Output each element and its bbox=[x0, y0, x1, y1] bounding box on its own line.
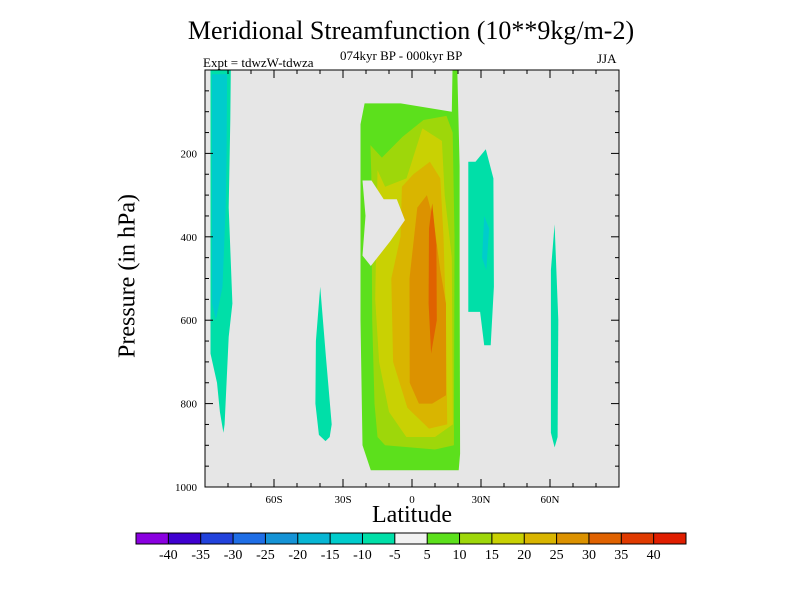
colorbar-label: -10 bbox=[353, 548, 372, 563]
x-axis-label: Latitude bbox=[372, 502, 452, 528]
x-tick-label: 60S bbox=[265, 494, 282, 506]
colorbar-label: 5 bbox=[424, 548, 431, 563]
colorbar-swatch bbox=[653, 533, 687, 544]
contour-region-hadley-gap bbox=[362, 180, 405, 266]
colorbar-label: -5 bbox=[389, 548, 401, 563]
colorbar-swatch bbox=[233, 533, 266, 544]
colorbar-swatch bbox=[136, 533, 169, 544]
colorbar-swatch bbox=[362, 533, 396, 544]
colorbar-swatch bbox=[556, 533, 590, 544]
colorbar-swatch bbox=[330, 533, 363, 544]
colorbar-swatch bbox=[491, 533, 525, 544]
colorbar-label: 10 bbox=[453, 548, 467, 563]
contour-region-nh-midlat-negative bbox=[550, 224, 559, 448]
colorbar-label: 35 bbox=[614, 548, 628, 563]
contour-regions bbox=[210, 70, 559, 471]
colorbar-label: -35 bbox=[191, 548, 210, 563]
plot-frame bbox=[204, 69, 620, 488]
y-tick-label: 600 bbox=[181, 315, 198, 327]
colorbar-swatch bbox=[265, 533, 299, 544]
y-tick-label: 800 bbox=[181, 399, 198, 411]
x-tick-label: 30N bbox=[472, 494, 491, 506]
axis-ticks: 60S 30S 0 30N 60N 200 400 600 800 1000 bbox=[175, 70, 619, 506]
y-tick-label: 400 bbox=[181, 232, 198, 244]
season-label: JJA bbox=[597, 51, 617, 66]
colorbar-label: 40 bbox=[647, 548, 661, 563]
colorbar-label: 20 bbox=[517, 548, 531, 563]
x-tick-label: 30S bbox=[334, 494, 351, 506]
x-tick-label: 60N bbox=[541, 494, 560, 506]
chart-title: Meridional Streamfunction (10**9kg/m-2) bbox=[187, 16, 635, 45]
contour-region-sh-polar-core bbox=[211, 74, 228, 321]
colorbar-label: 15 bbox=[485, 548, 499, 563]
contour-region-nh-subtropic-negative bbox=[468, 149, 494, 346]
colorbar-swatch bbox=[200, 533, 234, 544]
colorbar-label: -30 bbox=[224, 548, 243, 563]
colorbar-label: 25 bbox=[550, 548, 564, 563]
colorbar-swatch bbox=[297, 533, 331, 544]
contour-region-sh-midlat-negative bbox=[315, 286, 332, 442]
chart-subtitle: 074kyr BP - 000kyr BP bbox=[340, 48, 463, 63]
colorbar-frame bbox=[135, 532, 687, 545]
colorbar-label: -25 bbox=[256, 548, 275, 563]
y-tick-label: 200 bbox=[181, 148, 198, 160]
contour-region-hadley-25 bbox=[409, 195, 446, 404]
x-tick-label: 0 bbox=[409, 494, 415, 506]
colorbar-label: -20 bbox=[288, 548, 307, 563]
contour-region-hadley-30 bbox=[428, 203, 437, 354]
colorbar-swatch bbox=[621, 533, 654, 544]
y-tick-label: 1000 bbox=[175, 482, 198, 494]
colorbar-swatch bbox=[524, 533, 557, 544]
contour-region-nh-subtropic-core bbox=[482, 215, 490, 271]
colorbar-swatch bbox=[588, 533, 622, 544]
colorbar-swatch bbox=[394, 533, 428, 544]
colorbar-swatch bbox=[168, 533, 201, 544]
colorbar-swatch bbox=[459, 533, 493, 544]
colorbar-label: 30 bbox=[582, 548, 596, 563]
colorbar-label: -40 bbox=[159, 548, 178, 563]
colorbar: -40 -35 -30 -25 -20 -15 -10 -5 5 10 15 20 25 30 35 40 bbox=[135, 532, 687, 563]
colorbar-label: -15 bbox=[321, 548, 340, 563]
y-axis-label: Pressure (in hPa) bbox=[114, 194, 141, 358]
colorbar-swatch bbox=[427, 533, 460, 544]
experiment-label: Expt = tdwzW-tdwza bbox=[203, 55, 314, 70]
